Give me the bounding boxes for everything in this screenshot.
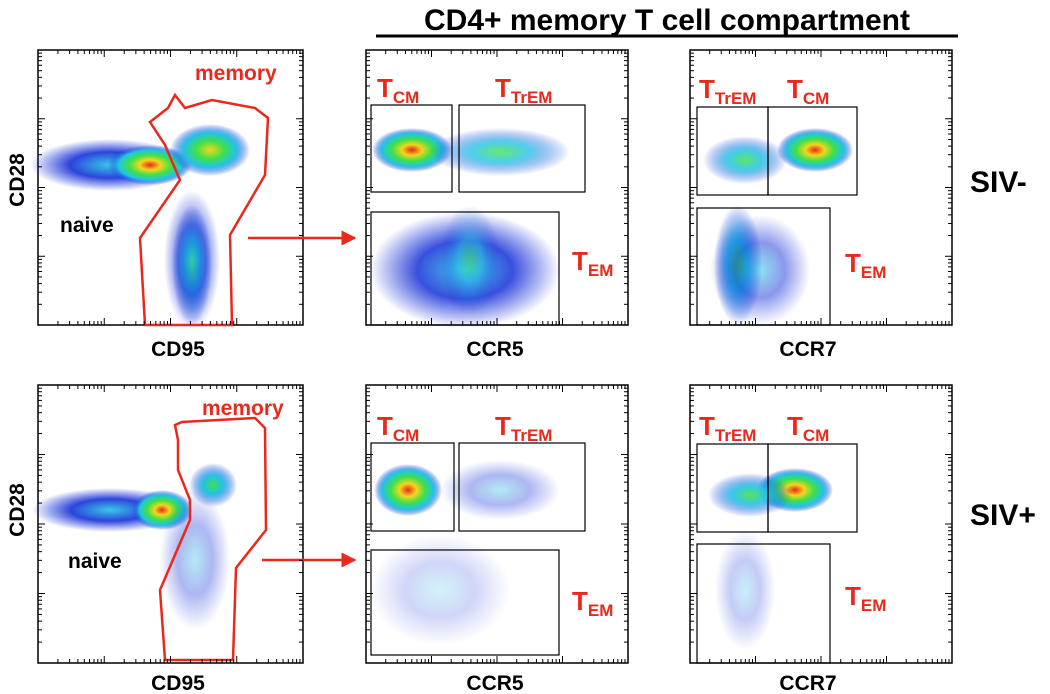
density-cloud — [370, 460, 560, 645]
row-label-siv-pos: SIV+ — [970, 499, 1036, 532]
y-axis-label: CD28 — [6, 153, 29, 207]
density-cloud — [703, 128, 853, 325]
density-cloud — [370, 128, 570, 328]
panel-row2-ccr5: TCM TTrEM TEM CCR5 — [365, 384, 629, 694]
gate-tcm — [767, 443, 858, 533]
density-cloud — [708, 468, 833, 650]
panel-row1-ccr5: TCM TTrEM TEM CCR5 — [365, 49, 629, 361]
axis-ticks — [37, 50, 952, 664]
gate-label-ttrem: TTrEM — [495, 73, 552, 107]
gate-label-tcm: TCM — [377, 411, 419, 445]
gate-label-ttrem: TTrEM — [699, 74, 756, 108]
gate-label-tem: TEM — [572, 586, 613, 620]
gate-label-ttrem: TTrEM — [699, 411, 756, 445]
gate-tem — [370, 211, 560, 326]
gate-tem — [370, 549, 560, 656]
gate-label-ttrem: TTrEM — [495, 411, 552, 445]
density-cloud — [30, 124, 250, 330]
panel-row1-ccr7: TTrEM TCM TEM CCR7 — [689, 49, 953, 361]
panel-row2-cd95: memory naive CD95 CD28 — [6, 384, 304, 694]
x-axis-label: CCR7 — [779, 672, 836, 694]
gate-label-tem: TEM — [845, 581, 886, 615]
gate-label-tem: TEM — [572, 246, 613, 280]
memory-gate — [158, 416, 268, 662]
x-axis-label: CCR7 — [779, 338, 836, 361]
panel-row2-ccr7: TTrEM TCM TEM CCR7 — [689, 384, 953, 694]
gate-tcm — [370, 442, 455, 532]
memory-label: memory — [195, 62, 277, 85]
naive-label: naive — [60, 214, 114, 237]
naive-label: naive — [68, 550, 122, 573]
density-cloud — [32, 463, 237, 630]
gate-tem — [696, 543, 831, 664]
x-axis-label: CCR5 — [466, 672, 523, 694]
gate-label-tcm: TCM — [787, 411, 829, 445]
gate-ttrem — [458, 104, 586, 193]
memory-gate — [138, 92, 270, 327]
figure-title: CD4+ memory T cell compartment — [424, 4, 910, 37]
gate-label-tcm: TCM — [377, 73, 419, 107]
x-axis-label: CCR5 — [466, 338, 523, 361]
gate-label-tem: TEM — [845, 248, 886, 282]
x-axis-label: CD95 — [151, 338, 205, 361]
gate-tem — [696, 207, 831, 326]
gate-tcm — [370, 104, 453, 193]
y-axis-label: CD28 — [6, 483, 29, 537]
memory-label: memory — [202, 397, 284, 420]
gate-label-tcm: TCM — [787, 74, 829, 108]
gate-ttrem — [458, 442, 586, 532]
gate-tcm — [767, 106, 858, 196]
x-axis-label: CD95 — [151, 672, 205, 694]
row-label-siv-neg: SIV- — [970, 166, 1027, 199]
panel-row1-cd95: memory naive CD95 CD28 — [6, 49, 304, 361]
